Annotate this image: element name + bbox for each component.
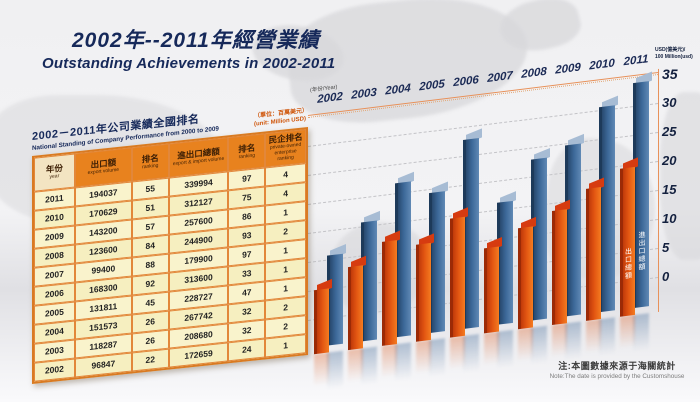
bar-face (395, 181, 411, 338)
value-axis-tick: 35 (662, 66, 678, 82)
bar-face (382, 240, 397, 346)
total-volume-bar (599, 104, 615, 313)
total-volume-bar (361, 220, 377, 342)
bar-label-export: 出口總額 (624, 247, 632, 281)
bar-face (314, 288, 329, 355)
value-axis-unit: USD(億美元)/ 100 Million(usd) (655, 47, 700, 60)
table-header-cell: 排名 ranking (228, 133, 266, 171)
export-volume-bar (416, 242, 431, 342)
bar-reflection (518, 327, 533, 370)
source-note: 注:本圖數據來源于海關統計 Note:The date is provided … (538, 359, 696, 380)
bar-reflection (314, 352, 329, 395)
total-volume-bar (327, 253, 343, 346)
value-axis-unit-line1: USD(億美元)/ (655, 47, 686, 53)
source-note-zh: 注:本圖數據來源于海關統計 (558, 361, 676, 371)
value-axis-tick: 10 (662, 211, 677, 226)
bar-face (463, 137, 479, 329)
bar-face (429, 190, 445, 334)
bar-face (484, 246, 499, 334)
bar-label-total: 進出口總額 (638, 230, 645, 272)
value-axis-tick: 20 (662, 153, 677, 168)
value-axis-tick: 5 (662, 240, 670, 255)
bar-reflection (348, 348, 363, 391)
bar-reflection (416, 339, 431, 382)
header-label-en: private-owned enterprise ranking (269, 142, 302, 163)
bar-reflection (463, 334, 479, 382)
bar-reflection (620, 314, 635, 357)
table-cell: 24 (228, 338, 266, 361)
bar-reflection (497, 329, 513, 378)
year-label: 2011 (623, 53, 649, 69)
bar-face (416, 242, 431, 342)
value-axis-tick: 25 (662, 124, 677, 139)
bar-face (552, 209, 567, 326)
bar-face (450, 216, 465, 338)
bar-face (620, 167, 635, 317)
table-header-cell: 排名 ranking (131, 143, 169, 182)
bar-reflection (429, 338, 445, 387)
bar-reflection (395, 342, 411, 391)
bar-face (497, 200, 513, 325)
bar-reflection (586, 319, 601, 361)
bar-face (565, 143, 581, 317)
bar-reflection (484, 331, 499, 374)
table-header-cell: 民企排名 private-owned enterprise ranking (265, 129, 306, 168)
total-volume-bar (565, 143, 581, 317)
bar-face (633, 80, 649, 309)
export-volume-bar (314, 288, 329, 355)
total-volume-bar (395, 181, 411, 338)
page-title-en: Outstanding Achievements in 2002-2011 (42, 55, 336, 72)
bar-face (531, 157, 547, 321)
page-title: 2002年--2011年經營業績 Outstanding Achievement… (42, 24, 335, 72)
export-volume-bar (382, 240, 397, 346)
export-volume-bar (450, 216, 465, 338)
page-title-zh: 2002年--2011年經營業績 (72, 29, 320, 52)
table-cell: 2002 (34, 358, 75, 382)
value-axis-unit-line2: 100 Million(usd) (655, 53, 693, 60)
bar-face (518, 226, 533, 330)
value-axis-tick: 30 (662, 95, 677, 110)
export-volume-bar (518, 226, 533, 330)
table-cell: 1 (265, 333, 306, 358)
bar-face (348, 265, 363, 351)
bar-reflection (633, 313, 649, 362)
bar-chart-plane: 2002 (年份/Year) 2003 2004 2005 2006 2007 2008 200… (308, 53, 659, 399)
ranking-table: 年份 year 出口額 export volume 排名 ranking 進出口總額 expo… (32, 126, 308, 384)
total-volume-bar: 進出口總額 (633, 80, 649, 309)
table-cell: 22 (131, 348, 169, 372)
bar-reflection (361, 346, 377, 395)
bar-face (586, 187, 601, 321)
total-volume-bar (531, 157, 547, 321)
total-volume-bar (497, 200, 513, 325)
total-volume-bar (463, 137, 479, 329)
ranking-table-panel: 2002－2011年公司業績全國排名 National Standing of … (32, 99, 308, 384)
export-volume-bar (484, 246, 499, 334)
value-axis-tick: 0 (662, 269, 670, 284)
total-volume-bar (429, 190, 445, 334)
table-unit-note: （單位：百萬美元） (unit: Million USD) (254, 107, 308, 129)
map-landmass-edge (660, 92, 700, 260)
bar-reflection (327, 350, 343, 399)
bar-reflection (450, 335, 465, 378)
value-axis-tick: 15 (662, 182, 677, 197)
export-volume-bar (348, 265, 363, 351)
export-volume-bar (552, 209, 567, 326)
bar-reflection (382, 344, 397, 386)
bar-face (361, 220, 377, 342)
export-volume-bar (586, 187, 601, 321)
bar-face (599, 104, 615, 313)
bar-face (327, 253, 343, 346)
source-note-en: Note:The date is provided by the Customs… (549, 373, 685, 380)
table-header-cell: 年份 year (34, 153, 75, 192)
export-volume-bar: 出口總額 (620, 167, 635, 317)
